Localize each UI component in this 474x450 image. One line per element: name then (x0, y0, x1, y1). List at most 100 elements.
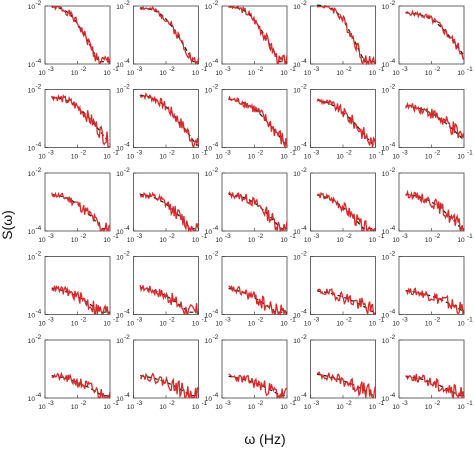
x-tick-label: 10 (369, 321, 377, 328)
y-tick-label: 10 (382, 88, 390, 95)
y-tick-exponent: -4 (36, 58, 42, 65)
y-tick-label: 10 (116, 146, 124, 153)
x-tick-exponent: -1 (379, 66, 385, 73)
x-tick-label: 10 (159, 70, 167, 77)
x-tick-label: 10 (304, 154, 312, 161)
measured-spectrum-line (405, 9, 465, 61)
x-tick-label: 10 (127, 404, 135, 411)
model-spectrum-line (317, 99, 376, 146)
y-tick-label: 10 (28, 171, 36, 178)
panel-frame (133, 256, 199, 315)
x-tick-label: 10 (392, 321, 400, 328)
x-tick-exponent: -2 (346, 150, 352, 157)
x-tick-exponent: -3 (48, 150, 54, 157)
x-tick-label: 10 (103, 70, 111, 77)
y-tick-exponent: -2 (301, 334, 307, 341)
y-tick-exponent: -4 (124, 58, 130, 65)
y-tick-label: 10 (205, 255, 213, 262)
panel-frame (133, 89, 199, 148)
panel-frame (221, 339, 288, 399)
x-tick-exponent: -3 (225, 150, 231, 157)
x-tick-label: 10 (38, 321, 46, 328)
x-tick-label: 10 (280, 321, 288, 328)
y-tick-label: 10 (116, 229, 124, 236)
panel-frame (133, 5, 199, 65)
x-tick-exponent: -3 (402, 400, 408, 407)
x-tick-label: 10 (71, 70, 79, 77)
x-tick-label: 10 (336, 321, 344, 328)
x-tick-label: 10 (71, 154, 79, 161)
model-spectrum-line (228, 287, 287, 313)
panel-frame (310, 89, 376, 148)
x-tick-exponent: -3 (314, 66, 320, 73)
x-tick-exponent: -3 (314, 317, 320, 324)
y-tick-label: 10 (205, 62, 213, 69)
y-tick-label: 10 (293, 146, 301, 153)
x-tick-label: 10 (248, 404, 256, 411)
measured-spectrum-line (139, 372, 200, 399)
x-tick-exponent: -3 (48, 317, 54, 324)
x-tick-label: 10 (192, 321, 200, 328)
x-tick-exponent: -1 (379, 317, 385, 324)
x-tick-exponent: -1 (290, 400, 296, 407)
x-tick-exponent: -1 (467, 66, 473, 73)
y-tick-label: 10 (382, 146, 390, 153)
x-tick-label: 10 (392, 154, 400, 161)
panel-frame (310, 5, 376, 65)
panel-frame (44, 5, 111, 65)
x-tick-label: 10 (159, 404, 167, 411)
x-tick-label: 10 (369, 404, 377, 411)
x-tick-label: 10 (215, 237, 223, 244)
y-tick-exponent: -4 (213, 58, 219, 65)
y-tick-label: 10 (293, 255, 301, 262)
x-tick-exponent: -2 (81, 150, 87, 157)
y-tick-label: 10 (28, 396, 36, 403)
x-tick-label: 10 (369, 237, 377, 244)
x-tick-exponent: -1 (113, 233, 119, 240)
x-tick-exponent: -2 (258, 66, 264, 73)
measured-spectrum-line (139, 285, 199, 316)
y-tick-exponent: -2 (36, 84, 42, 91)
x-tick-label: 10 (425, 70, 433, 77)
y-tick-label: 10 (28, 338, 36, 345)
measured-spectrum-line (228, 5, 288, 65)
x-tick-label: 10 (215, 404, 223, 411)
x-tick-exponent: -1 (467, 233, 473, 240)
x-tick-label: 10 (192, 70, 200, 77)
panel-15: 10-310-210-110-410-2 (382, 167, 473, 244)
x-tick-label: 10 (215, 70, 223, 77)
measured-spectrum-line (316, 98, 377, 147)
y-tick-exponent: -4 (301, 58, 307, 65)
x-tick-exponent: -1 (467, 400, 473, 407)
x-tick-exponent: -2 (169, 317, 175, 324)
x-tick-label: 10 (215, 154, 223, 161)
y-tick-exponent: -4 (36, 392, 42, 399)
x-tick-label: 10 (457, 154, 465, 161)
y-tick-label: 10 (293, 88, 301, 95)
y-tick-label: 10 (205, 146, 213, 153)
x-tick-exponent: -2 (435, 317, 441, 324)
y-tick-label: 10 (116, 396, 124, 403)
measured-spectrum-line (316, 288, 377, 315)
x-tick-exponent: -2 (169, 66, 175, 73)
x-tick-label: 10 (336, 404, 344, 411)
x-tick-exponent: -3 (137, 317, 143, 324)
panel-2: 10-310-210-110-410-2 (116, 0, 207, 77)
y-tick-label: 10 (28, 146, 36, 153)
x-tick-exponent: -1 (202, 400, 208, 407)
y-tick-exponent: -4 (390, 225, 396, 232)
measured-spectrum-line (228, 285, 287, 316)
x-tick-exponent: -1 (113, 400, 119, 407)
x-tick-label: 10 (336, 70, 344, 77)
x-tick-exponent: -2 (346, 233, 352, 240)
y-tick-exponent: -4 (213, 142, 219, 149)
x-tick-label: 10 (38, 154, 46, 161)
x-tick-label: 10 (280, 70, 288, 77)
x-tick-exponent: -3 (225, 233, 231, 240)
x-tick-exponent: -1 (202, 150, 208, 157)
x-tick-exponent: -2 (346, 400, 352, 407)
y-tick-exponent: -2 (36, 334, 42, 341)
y-axis-label: S(ω) (0, 210, 15, 240)
y-tick-exponent: -4 (36, 142, 42, 149)
y-tick-label: 10 (293, 171, 301, 178)
